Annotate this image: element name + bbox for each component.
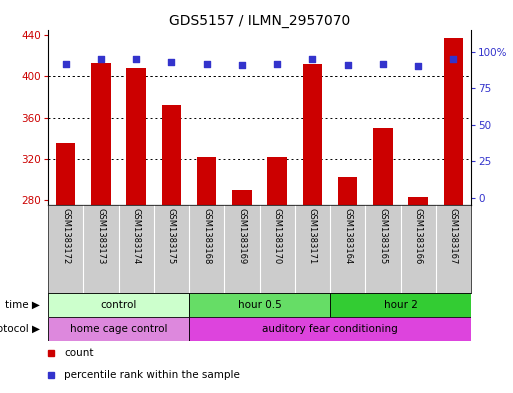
Text: GSM1383174: GSM1383174	[132, 208, 141, 264]
Text: GSM1383168: GSM1383168	[202, 208, 211, 264]
Text: protocol ▶: protocol ▶	[0, 324, 40, 334]
Bar	[189, 293, 330, 317]
Bar	[189, 317, 471, 341]
Text: GSM1383172: GSM1383172	[61, 208, 70, 264]
Point	[414, 63, 422, 70]
Text: GSM1383167: GSM1383167	[449, 208, 458, 264]
Bar	[56, 143, 75, 205]
Text: GSM1383169: GSM1383169	[238, 208, 246, 264]
Bar	[408, 197, 428, 205]
Text: control: control	[101, 300, 136, 310]
Point	[62, 61, 70, 67]
Bar	[444, 38, 463, 205]
Text: hour 2: hour 2	[384, 300, 418, 310]
Point	[273, 61, 281, 67]
Point	[167, 59, 175, 65]
Bar	[126, 68, 146, 205]
Title: GDS5157 / ILMN_2957070: GDS5157 / ILMN_2957070	[169, 14, 350, 28]
Point	[132, 56, 140, 62]
Point	[238, 62, 246, 68]
Text: count: count	[64, 348, 94, 358]
Bar	[330, 293, 471, 317]
Point	[344, 62, 352, 68]
Bar	[48, 293, 189, 317]
Point	[97, 56, 105, 62]
Text: GSM1383171: GSM1383171	[308, 208, 317, 264]
Point	[379, 61, 387, 67]
Text: home cage control: home cage control	[70, 324, 167, 334]
Point	[203, 61, 211, 67]
Bar	[162, 105, 181, 205]
Text: GSM1383175: GSM1383175	[167, 208, 176, 264]
Bar	[338, 177, 358, 205]
Text: percentile rank within the sample: percentile rank within the sample	[64, 370, 240, 380]
Text: GSM1383165: GSM1383165	[379, 208, 387, 264]
Bar	[303, 64, 322, 205]
Point	[308, 56, 317, 62]
Point	[449, 56, 458, 62]
Text: GSM1383173: GSM1383173	[96, 208, 105, 264]
Text: time ▶: time ▶	[5, 300, 40, 310]
Bar	[197, 157, 216, 205]
Bar	[267, 157, 287, 205]
Bar	[232, 189, 251, 205]
Bar	[91, 63, 111, 205]
Text: auditory fear conditioning: auditory fear conditioning	[262, 324, 398, 334]
Text: GSM1383166: GSM1383166	[413, 208, 423, 264]
Text: hour 0.5: hour 0.5	[238, 300, 281, 310]
Text: GSM1383164: GSM1383164	[343, 208, 352, 264]
Bar	[373, 128, 392, 205]
Bar	[48, 317, 189, 341]
Text: GSM1383170: GSM1383170	[272, 208, 282, 264]
